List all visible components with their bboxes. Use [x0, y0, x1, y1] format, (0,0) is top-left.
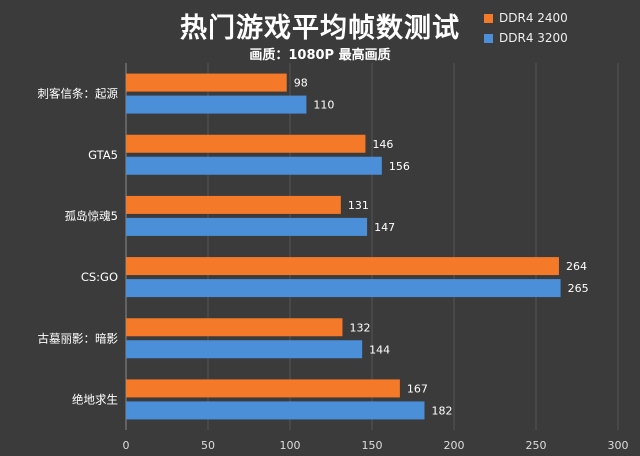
- data-label: 110: [313, 99, 334, 112]
- x-tick-label-250: 250: [526, 439, 547, 452]
- legend-swatch-ddr4-2400: [484, 13, 493, 23]
- data-label: 182: [431, 404, 452, 417]
- category-label: 孤岛惊魂5: [65, 209, 118, 223]
- category-label: 刺客信条：起源: [38, 87, 119, 101]
- chart-legend: DDR4 2400 DDR4 3200: [484, 8, 568, 48]
- category-label: 绝地求生: [72, 392, 118, 406]
- data-label: 264: [566, 260, 587, 273]
- data-label: 156: [389, 160, 410, 173]
- legend-label-ddr4-2400: DDR4 2400: [499, 11, 568, 25]
- x-tick-label-50: 50: [201, 439, 215, 452]
- bar-ddr4-2400: [126, 257, 559, 276]
- data-label: 132: [349, 321, 370, 334]
- bar-ddr4-3200: [126, 340, 363, 359]
- data-label: 131: [348, 199, 369, 212]
- bar-ddr4-3200: [126, 279, 561, 298]
- x-tick-label-100: 100: [280, 439, 301, 452]
- x-tick-label-0: 0: [123, 439, 130, 452]
- category-label: GTA5: [88, 148, 118, 162]
- data-label: 98: [294, 77, 308, 90]
- bar-ddr4-2400: [126, 318, 343, 337]
- category-label: 古墓丽影：暗影: [38, 331, 119, 345]
- bar-ddr4-3200: [126, 95, 307, 114]
- x-tick-label-300: 300: [608, 439, 629, 452]
- bar-ddr4-3200: [126, 156, 382, 175]
- bar-ddr4-2400: [126, 379, 400, 398]
- category-label: CS:GO: [81, 270, 118, 284]
- bar-ddr4-2400: [126, 195, 341, 214]
- x-tick-label-150: 150: [362, 439, 383, 452]
- legend-label-ddr4-3200: DDR4 3200: [499, 31, 568, 45]
- bar-ddr4-3200: [126, 401, 425, 420]
- chart-title: 热门游戏平均帧数测试: [180, 13, 460, 44]
- chart-subtitle: 画质：1080P 最高画质: [249, 48, 391, 63]
- legend-swatch-ddr4-3200: [484, 33, 493, 43]
- bar-ddr4-2400: [126, 73, 287, 92]
- x-tick-label-200: 200: [444, 439, 465, 452]
- data-label: 144: [369, 343, 390, 356]
- data-label: 167: [407, 382, 428, 395]
- data-label: 146: [372, 138, 393, 151]
- data-label: 147: [374, 221, 395, 234]
- legend-item-ddr4-2400: DDR4 2400: [484, 8, 568, 28]
- bar-ddr4-2400: [126, 134, 366, 153]
- bar-ddr4-3200: [126, 217, 368, 236]
- data-label: 265: [568, 282, 589, 295]
- legend-item-ddr4-3200: DDR4 3200: [484, 28, 568, 48]
